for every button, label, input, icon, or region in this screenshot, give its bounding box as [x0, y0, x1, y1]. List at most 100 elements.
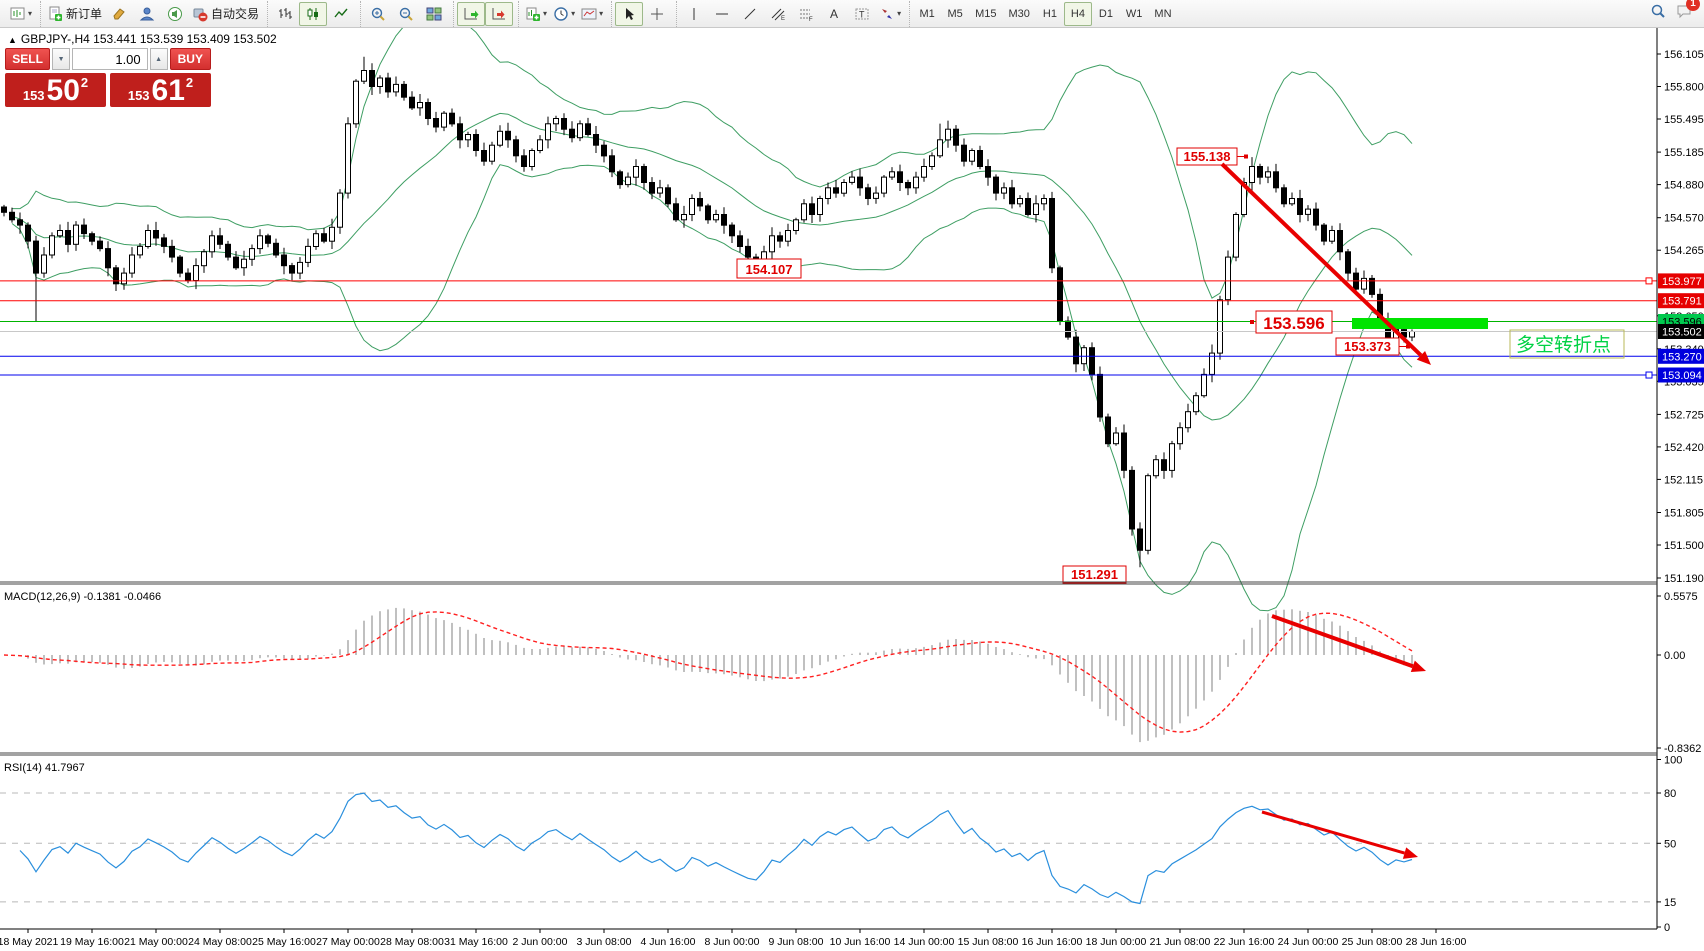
candle-body [441, 112, 447, 128]
time-label[interactable]: 16 Jun 16:00 [1022, 936, 1083, 948]
price-badge [1658, 324, 1704, 339]
time-label[interactable]: 3 Jun 08:00 [577, 936, 632, 948]
search-icon [1651, 4, 1665, 18]
candle-body [449, 112, 455, 125]
time-label[interactable]: 25 Jun 08:00 [1342, 936, 1403, 948]
candle-body [513, 139, 519, 157]
chart-shift-button[interactable] [485, 1, 514, 26]
time-label[interactable]: 18 May 2021 [0, 936, 59, 948]
turning-point-highlight[interactable] [1352, 318, 1488, 329]
tf-m30[interactable]: M30 [1008, 7, 1030, 20]
line-handle[interactable] [1645, 371, 1653, 379]
new-chart[interactable]: ▾ [7, 2, 35, 26]
profile-button[interactable] [133, 2, 161, 26]
volume-input[interactable]: 1.00 [72, 48, 148, 70]
time-label[interactable]: 28 Jun 16:00 [1406, 936, 1467, 948]
price-tick-label: 154.570 [1664, 213, 1704, 225]
indicators-button[interactable]: ▾ [522, 2, 550, 26]
time-label[interactable]: 24 Jun 00:00 [1278, 936, 1339, 948]
time-label[interactable]: 25 May 16:00 [252, 936, 316, 948]
horizontal-line-tool[interactable] [708, 2, 736, 26]
periods-button[interactable]: ▾ [550, 2, 578, 26]
buy-price-tile[interactable]: 153 61 2 [110, 73, 211, 107]
channel-tool[interactable]: E [764, 2, 792, 26]
sell-price-tile[interactable]: 153 50 2 [5, 73, 106, 107]
auto-scroll-button[interactable] [457, 1, 486, 26]
vertical-line-tool[interactable] [680, 2, 708, 26]
zoom-out-icon [399, 7, 413, 21]
time-label[interactable]: 4 Jun 16:00 [641, 936, 696, 948]
search-button[interactable] [1650, 3, 1666, 24]
toolbar-group: M1 M5 M15 M30 H1 H4 D1 W1 MN [909, 0, 1180, 27]
arrows-tool[interactable]: ▾ [876, 2, 904, 26]
time-label[interactable]: 22 Jun 16:00 [1214, 936, 1275, 948]
trend-arrow-macd[interactable] [1271, 614, 1414, 669]
sell-button[interactable]: SELL [5, 48, 51, 70]
templates-button[interactable]: ▾ [578, 2, 606, 26]
eraser-tool[interactable] [105, 2, 133, 26]
line-chart-button[interactable] [327, 2, 355, 26]
price-label-box[interactable] [1062, 565, 1127, 584]
volume-increase-button[interactable]: ▲ [149, 48, 168, 70]
tf-mn[interactable]: MN [1154, 7, 1172, 20]
candle-body [489, 144, 495, 162]
time-label[interactable]: 9 Jun 08:00 [769, 936, 824, 948]
crosshair-tool[interactable] [643, 2, 671, 26]
time-label[interactable]: 15 Jun 08:00 [958, 936, 1019, 948]
time-label[interactable]: 18 Jun 00:00 [1086, 936, 1147, 948]
time-label[interactable]: 10 Jun 16:00 [830, 936, 891, 948]
zoom-in-button[interactable] [364, 2, 392, 26]
fibonacci-tool[interactable]: F [792, 2, 820, 26]
new-order-button[interactable]: 新订单 [44, 2, 105, 26]
candle-body [1145, 475, 1151, 551]
tf-d1[interactable]: D1 [1098, 7, 1113, 20]
time-label[interactable]: 28 May 08:00 [380, 936, 444, 948]
price-tick-label: 155.800 [1664, 82, 1704, 94]
tf-m15[interactable]: M15 [975, 7, 997, 20]
candle-body [857, 176, 863, 189]
trend-arrow-main[interactable] [1220, 162, 1423, 357]
trend-arrow-rsi[interactable] [1261, 810, 1405, 855]
notifications-button[interactable]: 1 [1676, 0, 1700, 24]
time-label[interactable]: 27 May 00:00 [316, 936, 380, 948]
candle-body [241, 258, 247, 269]
text-label-tool[interactable]: T [848, 2, 876, 26]
time-label[interactable]: 8 Jun 00:00 [705, 936, 760, 948]
price-label-box[interactable] [1255, 310, 1333, 334]
main-toolbar: ▾ 新订单 自动交易 ▾ ▾ ▾ E F A T ▾ M1 M5 M15 M30 H1 H4 D1 W1 MN 1 [0, 0, 1704, 28]
text-tool[interactable]: A [820, 2, 848, 26]
price-badge-text: 153.270 [1662, 351, 1702, 363]
candle-body [1297, 198, 1303, 215]
note-box[interactable] [1509, 329, 1625, 359]
volume-decrease-button[interactable]: ▼ [52, 48, 71, 70]
line-handle[interactable] [1645, 277, 1653, 285]
bar-chart-button[interactable] [271, 2, 299, 26]
tf-m1[interactable]: M1 [919, 7, 935, 20]
buy-button[interactable]: BUY [169, 48, 212, 70]
time-label[interactable]: 2 Jun 00:00 [513, 936, 568, 948]
tf-h1[interactable]: H1 [1042, 7, 1057, 20]
autotrading-button[interactable]: 自动交易 [189, 2, 262, 26]
candle-body [601, 144, 607, 157]
time-label[interactable]: 21 May 00:00 [124, 936, 188, 948]
candlestick-chart-button[interactable] [299, 1, 328, 26]
trendline-tool[interactable] [736, 2, 764, 26]
tf-h4[interactable]: H4 [1063, 1, 1092, 26]
chart-area[interactable]: 多空转折点 155.138 154.107 153.596 153.373 151.291… [0, 28, 1704, 951]
tile-windows-button[interactable] [420, 2, 448, 26]
tf-m5[interactable]: M5 [947, 7, 963, 20]
time-label[interactable]: 19 May 16:00 [60, 936, 124, 948]
candle-body [81, 224, 87, 235]
price-label-box[interactable] [736, 258, 802, 279]
collapse-panel-icon[interactable]: ▲ [8, 35, 17, 45]
tf-w1[interactable]: W1 [1125, 7, 1143, 20]
time-label[interactable]: 24 May 08:00 [188, 936, 252, 948]
sound-button[interactable] [161, 2, 189, 26]
time-label[interactable]: 31 May 16:00 [444, 936, 508, 948]
time-label[interactable]: 14 Jun 00:00 [894, 936, 955, 948]
time-label[interactable]: 21 Jun 08:00 [1150, 936, 1211, 948]
zoom-out-button[interactable] [392, 2, 420, 26]
cursor-tool[interactable] [615, 1, 644, 26]
buy-price-figure: 153 [127, 88, 150, 103]
fibo-icon: F [800, 9, 813, 22]
